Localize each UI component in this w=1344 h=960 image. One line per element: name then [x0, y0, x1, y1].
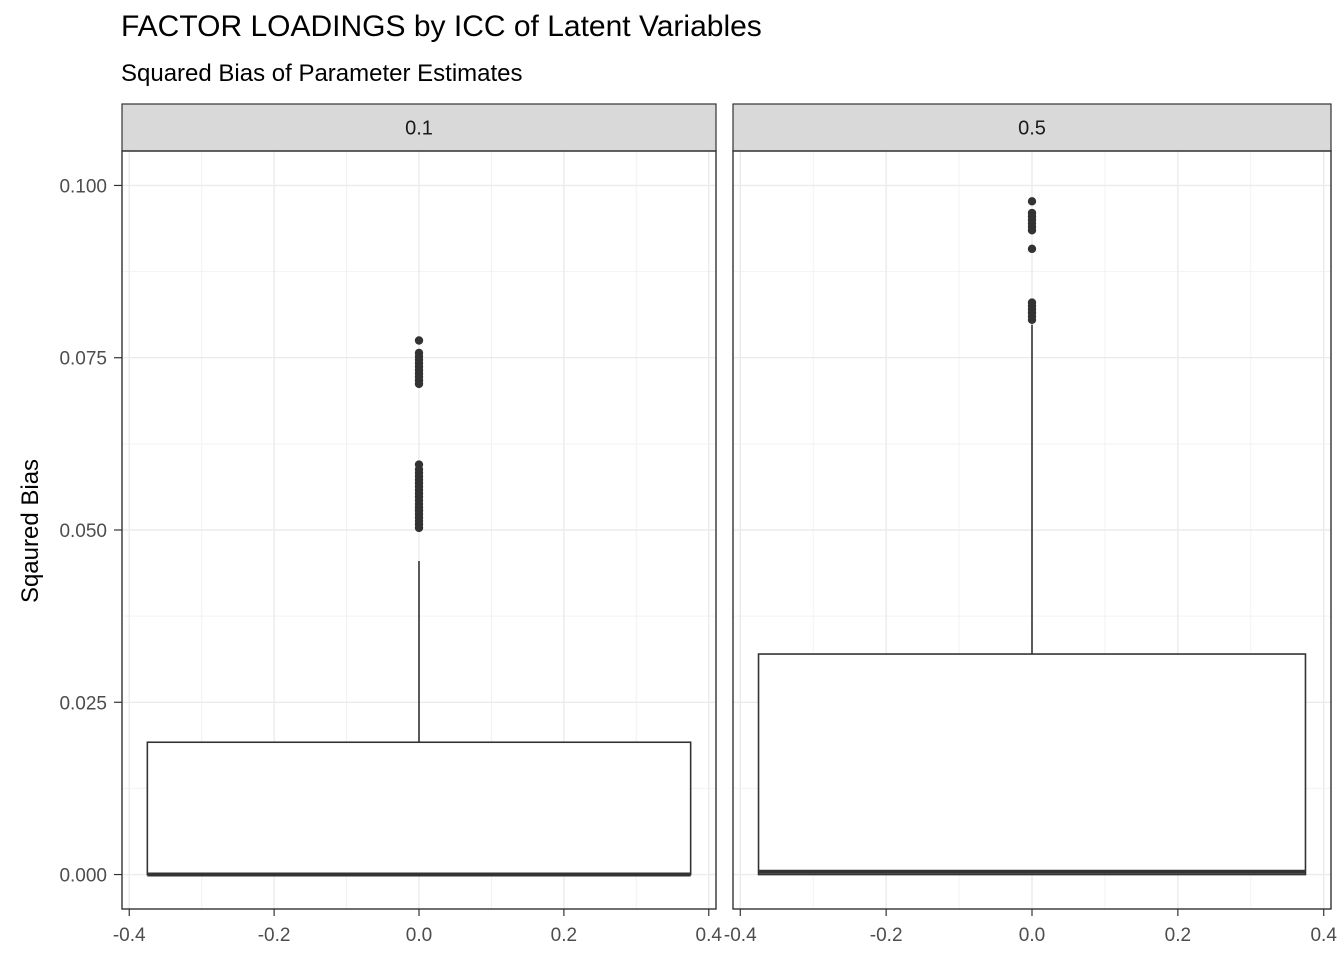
x-tick-label: -0.2: [258, 925, 291, 946]
box: [757, 653, 1307, 876]
outlier-point: [1027, 298, 1037, 307]
x-tick-label: -0.4: [724, 925, 757, 946]
facet-strip: [732, 103, 1332, 152]
outlier-point: [414, 460, 424, 469]
outlier-point: [414, 336, 424, 345]
y-tick-label: 0.000: [59, 866, 107, 887]
x-tick-label: -0.4: [113, 925, 146, 946]
y-tick-label: 0.100: [59, 176, 107, 197]
x-tick-label: -0.2: [870, 925, 903, 946]
facet-strip-label: 0.5: [1018, 118, 1046, 140]
box: [146, 741, 692, 876]
x-tick-label: 0.2: [1165, 925, 1191, 946]
outlier-point: [1027, 197, 1037, 206]
x-tick-label: 0.4: [696, 925, 723, 946]
x-tick-label: 0.4: [1310, 925, 1337, 946]
y-tick-label: 0.075: [59, 349, 107, 370]
facet-strip: [121, 103, 717, 152]
outlier-point: [414, 348, 424, 358]
outlier-point: [1027, 244, 1037, 254]
chart-subtitle: Squared Bias of Parameter Estimates: [121, 60, 523, 87]
facet-strip-label: 0.1: [405, 118, 433, 140]
y-tick-label: 0.025: [59, 693, 107, 714]
y-tick-label: 0.050: [59, 521, 107, 542]
x-tick-label: 0.0: [406, 925, 432, 946]
x-tick-label: 0.2: [551, 925, 577, 946]
x-tick-label: 0.0: [1019, 925, 1045, 946]
chart-title: FACTOR LOADINGS by ICC of Latent Variabl…: [121, 10, 762, 43]
outlier-point: [1027, 208, 1037, 218]
y-axis-title: Sqaured Bias: [17, 459, 44, 603]
